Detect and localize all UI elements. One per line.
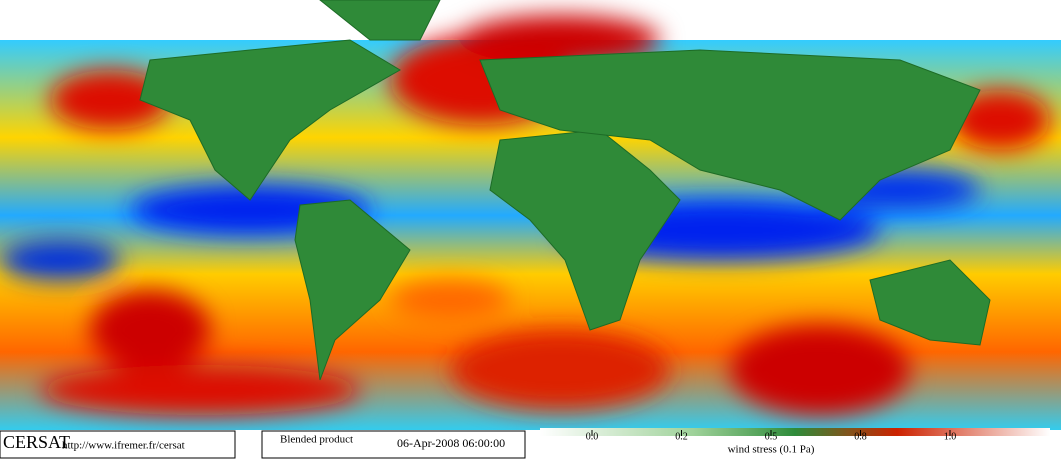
product: Blended product bbox=[280, 434, 353, 446]
date: 06-Apr-2008 06:00:00 bbox=[397, 436, 505, 450]
land bbox=[139, 0, 991, 381]
logo-box bbox=[0, 430, 236, 459]
url: http://www.ifremer.fr/cersat bbox=[62, 440, 185, 452]
colorbar-tick-label: 0.5 bbox=[765, 431, 778, 442]
logo: CERSAT bbox=[3, 432, 70, 452]
colorbar-tick-label: 0.8 bbox=[854, 431, 867, 442]
colorbar-tick-label: 1.0 bbox=[944, 431, 957, 442]
colorbar-tick-label: 0.2 bbox=[675, 431, 688, 442]
colorbar-tick-label: 0.0 bbox=[586, 431, 599, 442]
product-box bbox=[261, 430, 526, 459]
colorbar bbox=[540, 428, 1050, 436]
colorbar-label: wind stress (0.1 Pa) bbox=[728, 444, 815, 456]
